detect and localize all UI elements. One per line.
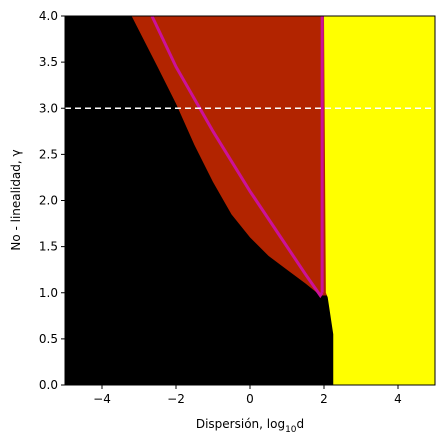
y-tick-label: 1.0 — [39, 286, 58, 300]
y-tick-label: 3.5 — [39, 55, 58, 69]
y-tick-label: 1.5 — [39, 240, 58, 254]
region-0 — [65, 16, 332, 385]
y-tick-label: 3.0 — [39, 101, 58, 115]
x-tick-label: −2 — [167, 392, 185, 406]
y-tick-label: 0.5 — [39, 332, 58, 346]
x-tick-label: −4 — [93, 392, 111, 406]
y-tick-label: 4.0 — [39, 9, 58, 23]
y-axis-label: No - linealidad, γ — [9, 149, 23, 250]
x-axis-label: Dispersión, log10d — [196, 417, 304, 435]
y-tick-label: 0.0 — [39, 378, 58, 392]
plot-area — [65, 16, 435, 385]
y-tick-label: 2.0 — [39, 194, 58, 208]
y-tick-label: 2.5 — [39, 147, 58, 161]
y-axis: 0.0 0.5 1.0 1.5 2.0 2.5 3.0 3.5 4.0 — [39, 9, 65, 392]
x-axis: −4 −2 0 2 4 — [93, 385, 402, 406]
x-tick-label: 0 — [246, 392, 254, 406]
boundary-curve-0 — [150, 16, 324, 299]
region-2 — [324, 16, 435, 385]
x-tick-label: 2 — [320, 392, 328, 406]
x-tick-label: 4 — [394, 392, 402, 406]
